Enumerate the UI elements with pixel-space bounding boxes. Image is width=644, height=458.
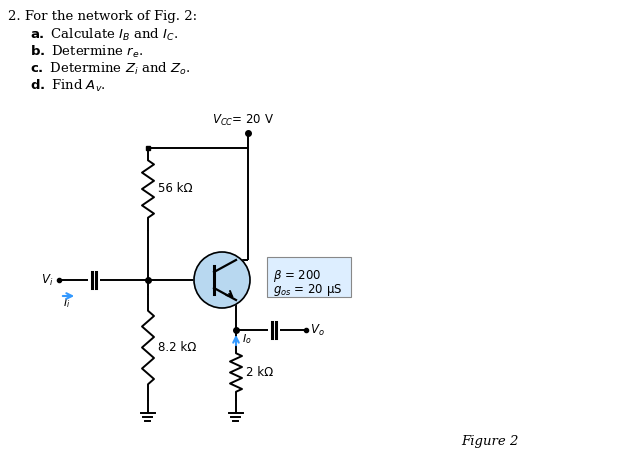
Text: Figure 2: Figure 2 <box>461 435 518 448</box>
Text: $I_i$: $I_i$ <box>63 296 71 310</box>
Text: $\mathbf{c.}$ Determine $Z_i$ and $Z_o$.: $\mathbf{c.}$ Determine $Z_i$ and $Z_o$. <box>30 61 191 77</box>
FancyBboxPatch shape <box>267 257 351 297</box>
Text: $I_o$: $I_o$ <box>242 332 252 346</box>
Text: $\mathbf{d.}$ Find $A_v$.: $\mathbf{d.}$ Find $A_v$. <box>30 78 106 94</box>
Text: 8.2 kΩ: 8.2 kΩ <box>158 341 196 354</box>
Text: $g_{os}$ = 20 μS: $g_{os}$ = 20 μS <box>273 282 343 298</box>
Text: $V_{CC}$= 20 V: $V_{CC}$= 20 V <box>212 113 274 128</box>
Text: 2. For the network of Fig. 2:: 2. For the network of Fig. 2: <box>8 10 197 23</box>
Text: $\beta$ = 200: $\beta$ = 200 <box>273 268 321 284</box>
Text: $V_o$: $V_o$ <box>310 322 325 338</box>
Text: 2 kΩ: 2 kΩ <box>246 366 273 379</box>
Circle shape <box>194 252 250 308</box>
Text: $\mathbf{b.}$ Determine $r_e$.: $\mathbf{b.}$ Determine $r_e$. <box>30 44 143 60</box>
Text: $\mathbf{a.}$ Calculate $I_B$ and $I_C$.: $\mathbf{a.}$ Calculate $I_B$ and $I_C$. <box>30 27 178 43</box>
Text: $V_i$: $V_i$ <box>41 273 53 288</box>
Text: 56 kΩ: 56 kΩ <box>158 182 193 196</box>
